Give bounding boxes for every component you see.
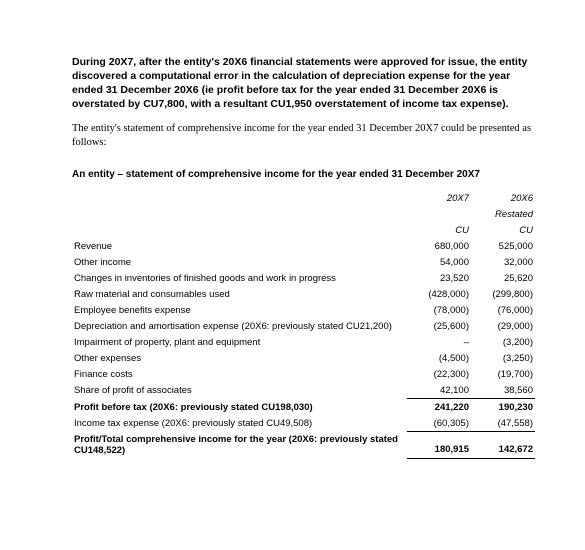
cu-1: CU — [407, 222, 471, 238]
row-revenue: Revenue 680,000 525,000 — [72, 238, 535, 254]
label-impair: Impairment of property, plant and equipm… — [72, 334, 407, 350]
val-assoc-y1: 42,100 — [407, 382, 471, 399]
val-emp-ben-y2: (76,000) — [471, 302, 535, 318]
intro-bold-paragraph: During 20X7, after the entity's 20X6 fin… — [72, 55, 535, 112]
val-fin-cost-y2: (19,700) — [471, 366, 535, 382]
row-other-income: Other income 54,000 32,000 — [72, 254, 535, 270]
val-revenue-y2: 525,000 — [471, 238, 535, 254]
val-other-exp-y1: (4,500) — [407, 350, 471, 366]
income-statement-table: 20X7 20X6 Restated CU CU Revenue 680,000… — [72, 190, 535, 459]
label-other-income: Other income — [72, 254, 407, 270]
row-other-exp: Other expenses (4,500) (3,250) — [72, 350, 535, 366]
label-other-exp: Other expenses — [72, 350, 407, 366]
val-tax-y1: (60,305) — [407, 415, 471, 432]
val-raw-mat-y1: (428,000) — [407, 286, 471, 302]
val-tax-y2: (47,558) — [471, 415, 535, 432]
row-fin-cost: Finance costs (22,300) (19,700) — [72, 366, 535, 382]
row-total: Profit/Total comprehensive income for th… — [72, 432, 535, 459]
label-raw-mat: Raw material and consumables used — [72, 286, 407, 302]
val-revenue-y1: 680,000 — [407, 238, 471, 254]
val-pbt-y1: 241,220 — [407, 399, 471, 416]
val-pbt-y2: 190,230 — [471, 399, 535, 416]
row-inv-change: Changes in inventories of finished goods… — [72, 270, 535, 286]
val-impair-y2: (3,200) — [471, 334, 535, 350]
val-emp-ben-y1: (78,000) — [407, 302, 471, 318]
label-dep-amort: Depreciation and amortisation expense (2… — [72, 318, 407, 334]
val-total-y2: 142,672 — [471, 432, 535, 459]
page: During 20X7, after the entity's 20X6 fin… — [0, 0, 585, 479]
row-impair: Impairment of property, plant and equipm… — [72, 334, 535, 350]
header-year-row: 20X7 20X6 — [72, 190, 535, 206]
row-emp-ben: Employee benefits expense (78,000) (76,0… — [72, 302, 535, 318]
statement-title: An entity – statement of comprehensive i… — [72, 169, 535, 180]
cu-2: CU — [471, 222, 535, 238]
val-inv-change-y2: 25,620 — [471, 270, 535, 286]
row-pbt: Profit before tax (20X6: previously stat… — [72, 399, 535, 416]
col-year-1: 20X7 — [407, 190, 471, 206]
val-raw-mat-y2: (299,800) — [471, 286, 535, 302]
row-dep-amort: Depreciation and amortisation expense (2… — [72, 318, 535, 334]
val-dep-amort-y1: (25,600) — [407, 318, 471, 334]
col-year-2: 20X6 — [471, 190, 535, 206]
label-revenue: Revenue — [72, 238, 407, 254]
val-dep-amort-y2: (29,000) — [471, 318, 535, 334]
val-other-income-y2: 32,000 — [471, 254, 535, 270]
label-tax: Income tax expense (20X6: previously sta… — [72, 415, 407, 432]
label-fin-cost: Finance costs — [72, 366, 407, 382]
val-impair-y1: – — [407, 334, 471, 350]
val-assoc-y2: 38,560 — [471, 382, 535, 399]
label-assoc: Share of profit of associates — [72, 382, 407, 399]
row-tax: Income tax expense (20X6: previously sta… — [72, 415, 535, 432]
intro-body-paragraph: The entity's statement of comprehensive … — [72, 122, 535, 151]
val-inv-change-y1: 23,520 — [407, 270, 471, 286]
row-raw-mat: Raw material and consumables used (428,0… — [72, 286, 535, 302]
val-other-exp-y2: (3,250) — [471, 350, 535, 366]
col-restated: Restated — [471, 206, 535, 222]
header-cu-row: CU CU — [72, 222, 535, 238]
row-assoc: Share of profit of associates 42,100 38,… — [72, 382, 535, 399]
label-pbt: Profit before tax (20X6: previously stat… — [72, 399, 407, 416]
label-emp-ben: Employee benefits expense — [72, 302, 407, 318]
val-other-income-y1: 54,000 — [407, 254, 471, 270]
val-fin-cost-y1: (22,300) — [407, 366, 471, 382]
header-restated-row: Restated — [72, 206, 535, 222]
val-total-y1: 180,915 — [407, 432, 471, 459]
label-total: Profit/Total comprehensive income for th… — [72, 432, 407, 459]
label-inv-change: Changes in inventories of finished goods… — [72, 270, 407, 286]
